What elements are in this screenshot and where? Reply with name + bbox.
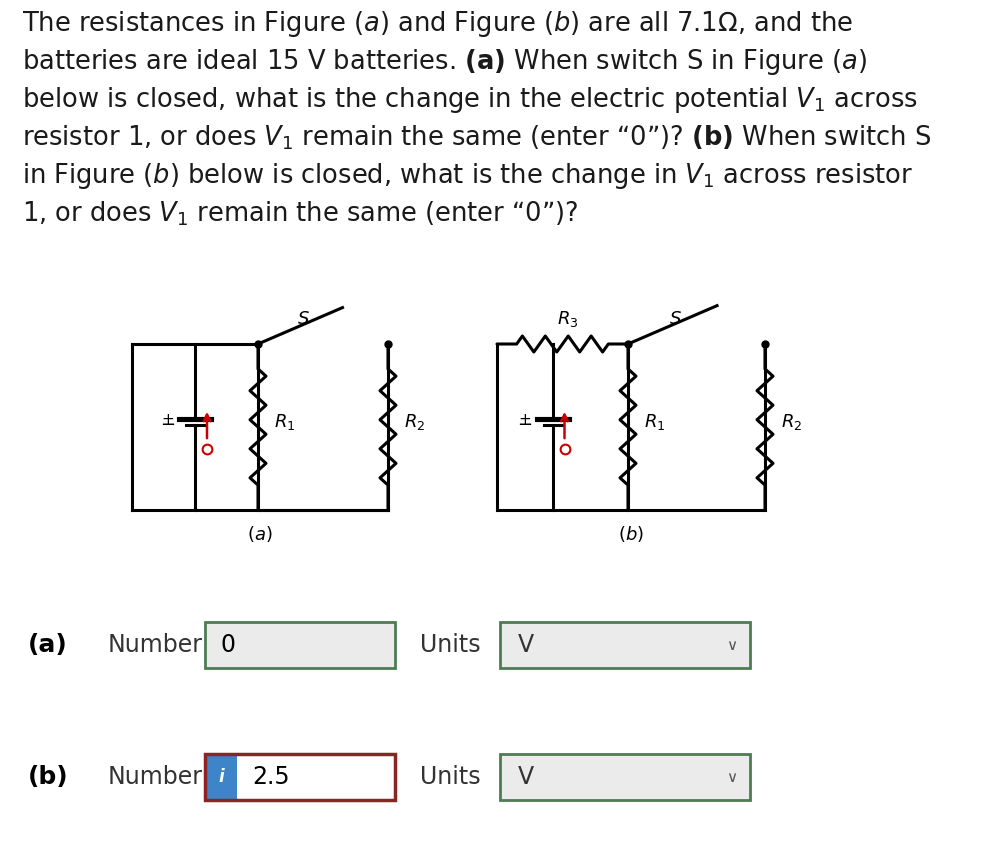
- Text: $(a)$: $(a)$: [247, 524, 273, 544]
- Text: Number: Number: [108, 765, 203, 789]
- FancyBboxPatch shape: [205, 754, 237, 800]
- Text: ∨: ∨: [726, 769, 738, 785]
- Text: The resistances in Figure ($a$) and Figure ($b$) are all 7.1Ω, and the: The resistances in Figure ($a$) and Figu…: [22, 9, 853, 39]
- Text: +: +: [161, 412, 174, 427]
- Text: S: S: [298, 310, 309, 328]
- Text: $R_1$: $R_1$: [644, 412, 665, 432]
- Text: (b): (b): [28, 765, 69, 789]
- Text: resistor 1, or does $V_1$ remain the same (enter “0”)? $\mathbf{(b)}$ When switc: resistor 1, or does $V_1$ remain the sam…: [22, 123, 931, 152]
- Text: 1, or does $V_1$ remain the same (enter “0”)?: 1, or does $V_1$ remain the same (enter …: [22, 199, 579, 227]
- Text: 0: 0: [220, 633, 235, 657]
- FancyBboxPatch shape: [237, 756, 393, 798]
- FancyBboxPatch shape: [205, 622, 395, 668]
- Text: −: −: [518, 416, 532, 434]
- FancyBboxPatch shape: [500, 754, 750, 800]
- Text: +: +: [519, 412, 531, 427]
- Text: below is closed, what is the change in the electric potential $V_1$ across: below is closed, what is the change in t…: [22, 85, 918, 115]
- Text: $R_2$: $R_2$: [781, 412, 802, 432]
- FancyBboxPatch shape: [500, 622, 750, 668]
- Text: V: V: [518, 633, 534, 657]
- Text: S: S: [670, 310, 682, 328]
- Text: in Figure ($b$) below is closed, what is the change in $V_1$ across resistor: in Figure ($b$) below is closed, what is…: [22, 161, 913, 191]
- Text: $(b)$: $(b)$: [618, 524, 644, 544]
- Text: 2.5: 2.5: [252, 765, 289, 789]
- Text: i: i: [218, 768, 224, 786]
- Text: −: −: [159, 416, 175, 434]
- Text: $R_3$: $R_3$: [557, 309, 579, 329]
- Text: ∨: ∨: [726, 637, 738, 653]
- Text: $R_2$: $R_2$: [404, 412, 425, 432]
- Text: Units: Units: [420, 765, 480, 789]
- Text: batteries are ideal 15 V batteries. $\mathbf{(a)}$ When switch S in Figure ($a$): batteries are ideal 15 V batteries. $\ma…: [22, 47, 867, 77]
- Text: V: V: [518, 765, 534, 789]
- Text: (a): (a): [28, 633, 68, 657]
- Text: Number: Number: [108, 633, 203, 657]
- Text: Units: Units: [420, 633, 480, 657]
- Text: $R_1$: $R_1$: [274, 412, 295, 432]
